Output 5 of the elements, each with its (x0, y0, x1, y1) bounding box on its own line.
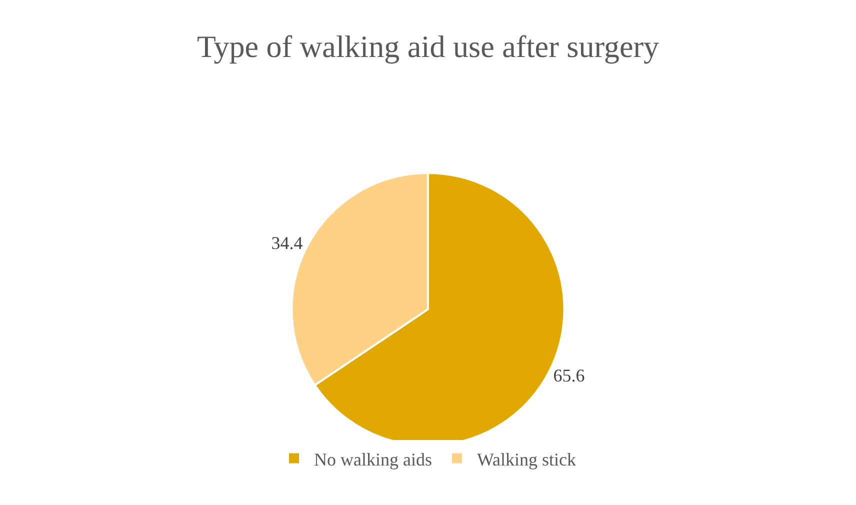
data-label: 65.6 (553, 366, 585, 386)
legend-label: Walking stick (476, 449, 576, 470)
chart-title: Type of walking aid use after surgery (196, 29, 660, 64)
data-label: 34.4 (271, 232, 303, 253)
legend-label: No walking aids (314, 449, 432, 470)
